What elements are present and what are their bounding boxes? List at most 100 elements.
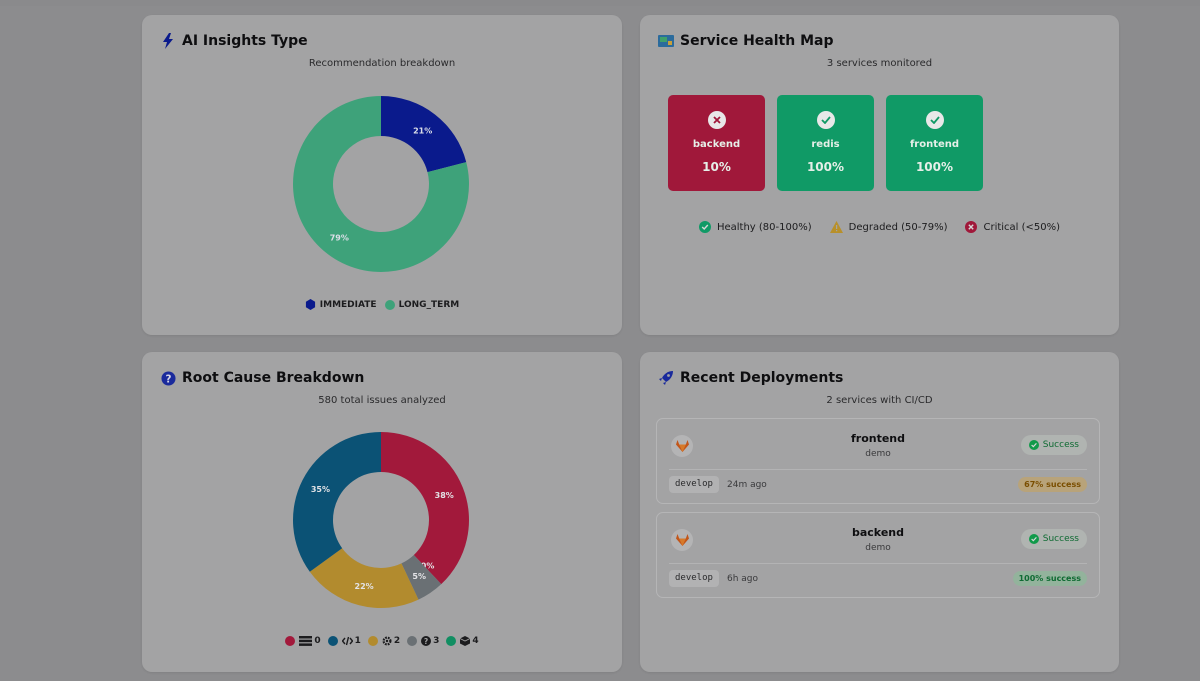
legend-label: LONG_TERM [398,299,460,310]
deployment-branch: develop [669,570,719,587]
code-icon [341,636,353,646]
legend-label: 4 [472,636,479,646]
deployment-time: 24m ago [727,480,767,490]
deployment-success-rate: 67% success [1018,477,1087,492]
legend-item[interactable]: 1 [327,636,361,646]
health-legend-label: Critical (<50%) [983,221,1061,233]
service-health-card: Service Health Map 3 services monitored … [640,15,1119,335]
rootcause-slice-label: 22% [355,582,374,591]
service-health-percent: 100% [806,160,845,174]
recent-deployments-title: Recent Deployments [658,370,843,386]
service-name: redis [811,139,840,150]
health-legend-item: Healthy (80-100%) [698,221,812,233]
check-circle-icon [925,111,944,129]
rocket-icon [658,370,674,386]
insights-slice-immediate[interactable] [381,96,467,173]
gitlab-icon [671,435,693,457]
cube-icon [460,636,471,646]
top-strip [0,0,1200,6]
legend-label: 0 [314,636,321,646]
rootcause-slice-3[interactable] [401,554,442,600]
rootcause-slice-label: 5% [412,572,426,581]
rootcause-slice-2[interactable] [309,548,419,608]
insights-slice-label: 21% [413,126,432,135]
legend-item[interactable]: 2 [367,636,401,646]
legend-item[interactable]: 4 [446,636,479,646]
recent-deployments-subtitle: 2 services with CI/CD [826,395,933,406]
legend-label: 3 [433,636,440,646]
rootcause-slice-label: 38% [435,491,454,500]
health-legend-label: Healthy (80-100%) [716,221,812,233]
server-icon [299,636,313,646]
x-circle-icon [707,111,726,129]
check-circle-icon [1028,440,1039,450]
legend-label: IMMEDIATE [319,299,377,310]
service-health-percent: 100% [915,160,954,174]
ai-insights-subtitle: Recommendation breakdown [308,58,456,69]
health-legend-item: Degraded (50-79%) [829,221,948,233]
service-tile-frontend[interactable]: frontend 100% [886,95,983,191]
service-health-percent: 10% [702,160,731,174]
rootcause-slice-0[interactable] [381,432,469,585]
bolt-icon [160,33,176,49]
ai-insights-donut-chart: 21% 79% [293,96,469,272]
legend-item[interactable]: LONG_TERM [384,299,460,310]
root-cause-subtitle: 580 total issues analyzed [318,395,446,406]
service-health-legend: Healthy (80-100%) Degraded (50-79%) Critic… [640,221,1119,233]
svg-text:?: ? [424,637,428,646]
svg-text:?: ? [165,373,171,385]
check-circle-icon [1028,534,1039,544]
ai-insights-card: AI Insights Type Recommendation breakdow… [142,15,622,335]
question-circle-icon: ? [160,370,176,386]
warning-triangle-icon [829,221,843,233]
health-legend-item: Critical (<50%) [965,221,1060,233]
legend-label: 1 [354,636,361,646]
gitlab-icon [671,529,693,551]
deployment-status-badge: Success [1020,529,1087,549]
rootcause-slice-label: 0% [421,562,435,571]
deployment-service-name: backend [851,526,904,539]
root-cause-title-text: Root Cause Breakdown [182,370,365,386]
insights-slice-label: 79% [330,234,349,243]
root-cause-donut-chart: 38% 0%5% 22% 35% [293,432,469,608]
check-circle-icon [816,111,835,129]
service-name: frontend [909,139,960,150]
service-tiles: backend 10% redis 100% frontend 100% [668,95,983,191]
divider [669,563,1087,564]
rootcause-slice-label: 35% [311,485,330,494]
x-circle-icon [965,221,978,233]
deployment-item-frontend[interactable]: frontend demo Success develop 24m ago 67% suc… [656,418,1100,504]
deployment-status-text: Success [1042,534,1079,544]
deployment-environment: demo [865,449,891,459]
check-circle-icon [698,221,711,233]
circle-icon [384,299,395,310]
service-tile-backend[interactable]: backend 10% [668,95,765,191]
circle-icon [367,636,378,646]
circle-icon [327,636,338,646]
deployment-item-backend[interactable]: backend demo Success develop 6h ago 100% succ… [656,512,1100,598]
circle-icon [407,636,418,646]
ai-insights-legend: IMMEDIATE LONG_TERM [142,299,622,310]
deployment-status-text: Success [1042,440,1079,450]
question-icon: ? [421,636,432,646]
hexagon-icon [305,299,315,310]
gear-icon [382,636,392,646]
service-tile-redis[interactable]: redis 100% [777,95,874,191]
rootcause-slice-1[interactable] [293,432,381,572]
legend-item[interactable]: ? 3 [407,636,439,646]
health-legend-label: Degraded (50-79%) [848,221,948,233]
circle-icon [285,636,296,646]
circle-icon [446,636,457,646]
deployment-service-name: frontend [850,432,906,445]
legend-item[interactable]: IMMEDIATE [305,299,377,310]
service-health-title-text: Service Health Map [680,33,834,49]
map-icon [658,33,674,49]
service-health-title: Service Health Map [658,33,833,49]
deployment-time: 6h ago [727,574,759,584]
divider [669,469,1087,470]
legend-item[interactable]: 0 [285,636,321,646]
legend-label: 2 [393,636,401,646]
recent-deployments-title-text: Recent Deployments [680,370,844,386]
deployment-status-badge: Success [1020,435,1087,455]
insights-slice-long-term[interactable] [293,96,469,272]
